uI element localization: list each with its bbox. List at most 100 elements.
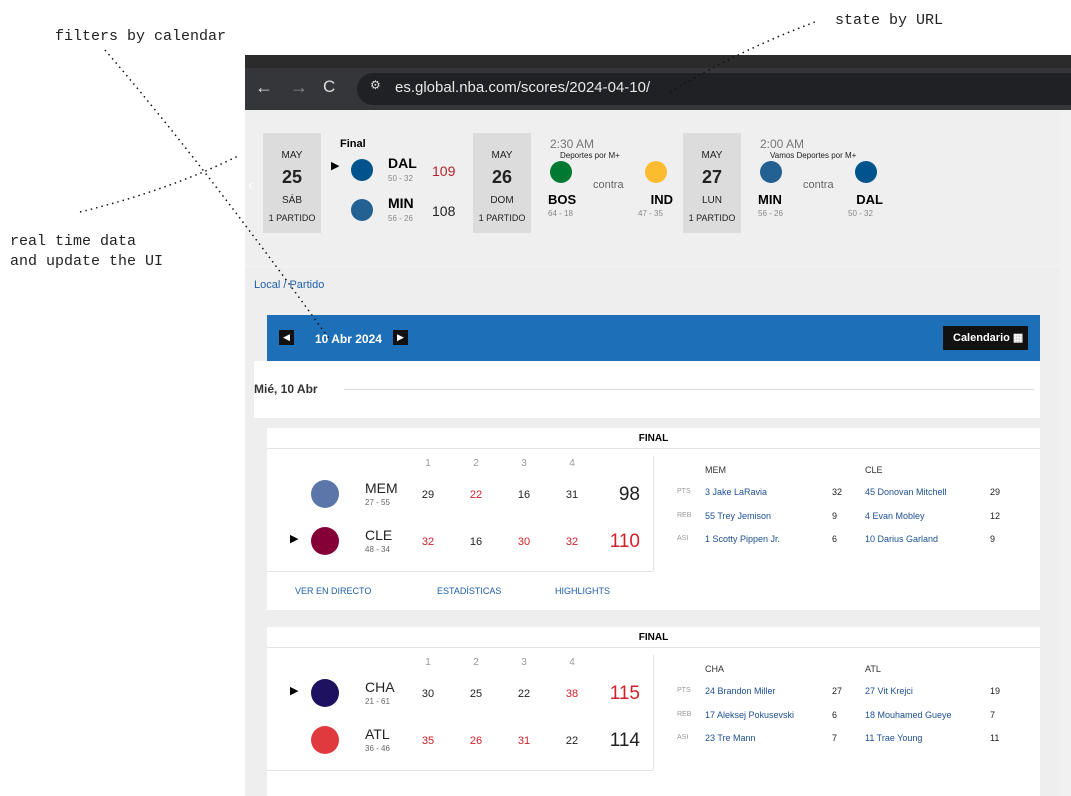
team-logo: [311, 726, 339, 754]
total-score: 115: [609, 683, 640, 704]
date-weekday: DOM: [490, 195, 514, 206]
game-status: FINAL: [638, 632, 669, 643]
date-card[interactable]: [263, 133, 321, 233]
quarter-header: 4: [569, 458, 575, 469]
leader-value: 7: [990, 709, 996, 720]
team-abbr: CLE: [365, 527, 393, 543]
team-abbr: ATL: [365, 726, 390, 742]
total-score: 98: [618, 484, 640, 505]
calendar-label[interactable]: Calendario: [953, 332, 1010, 344]
leader-player[interactable]: 45 Donovan Mitchell: [865, 487, 947, 497]
leader-value: 11: [990, 733, 1000, 743]
date-month: MAY: [281, 150, 303, 161]
divider: [653, 456, 654, 571]
prev-day[interactable]: ◀: [279, 330, 294, 345]
leader-value: 32: [832, 487, 843, 497]
leader-player[interactable]: 11 Trae Young: [865, 733, 923, 743]
leader-value: 12: [990, 510, 1001, 521]
strip-prev[interactable]: ‹: [248, 177, 254, 194]
leader-player[interactable]: 24 Brandon Miller: [705, 686, 776, 696]
back-button[interactable]: ←: [255, 77, 273, 97]
team-record: 50 - 32: [388, 174, 413, 183]
leader-value: 27: [832, 686, 843, 696]
team-record: 56 - 26: [388, 214, 413, 223]
current-date: 10 Abr 2024: [315, 332, 382, 346]
team-abbr: DAL: [856, 192, 883, 207]
stat-label: REB: [677, 710, 692, 718]
period-score: 26: [469, 735, 483, 747]
divider: [653, 655, 654, 770]
team-logo: [645, 161, 667, 183]
leader-player[interactable]: 27 Vit Krejci: [865, 686, 913, 696]
reload-button[interactable]: C: [323, 77, 336, 96]
team-logo: [311, 679, 339, 707]
tab-strip: [245, 55, 1071, 68]
annotation-arrow: [104, 49, 331, 341]
team-record: 64 - 18: [548, 209, 573, 218]
divider: [344, 389, 1034, 390]
period-score: 29: [421, 489, 435, 501]
date-card[interactable]: [473, 133, 531, 233]
url[interactable]: es.global.nba.com/scores/2024-04-10/: [395, 79, 651, 96]
game-link[interactable]: VER EN DIRECTO: [295, 586, 372, 596]
leader-player[interactable]: 17 Aleksej Pokusevski: [705, 709, 795, 720]
annotation: and update the UI: [10, 253, 164, 270]
team-logo: [351, 199, 373, 221]
breadcrumb[interactable]: Local / Partido: [254, 279, 325, 291]
leader-value: 19: [990, 686, 1001, 696]
team-logo: [351, 159, 373, 181]
period-score: 30: [421, 688, 435, 700]
leader-player[interactable]: 23 Tre Mann: [705, 733, 756, 743]
leader-player[interactable]: 1 Scotty Pippen Jr.: [705, 534, 781, 544]
leader-value: 29: [990, 487, 1001, 497]
leader-player[interactable]: 55 Trey Jemison: [705, 510, 772, 521]
site-info-icon[interactable]: ⚙: [370, 78, 381, 92]
quarter-header: 3: [521, 458, 527, 469]
leader-player[interactable]: 10 Darius Garland: [865, 534, 939, 544]
period-score: 31: [517, 735, 531, 747]
schedule-strip: [245, 110, 1060, 265]
period-score: 30: [517, 536, 531, 548]
quarter-header: 3: [521, 657, 527, 668]
team-abbr: CHA: [365, 679, 395, 695]
stat-label: ASI: [677, 535, 689, 542]
stat-label: REB: [677, 511, 692, 519]
team-record: 21 - 61: [365, 697, 390, 706]
leader-player[interactable]: 4 Evan Mobley: [865, 510, 925, 521]
leader-value: 9: [990, 534, 996, 544]
game-link[interactable]: HIGHLIGHTS: [555, 586, 611, 596]
calendar-button[interactable]: Calendario ▦: [943, 326, 1028, 350]
leader-player[interactable]: 18 Mouhamed Gueye: [865, 709, 952, 720]
stat-label: PTS: [677, 488, 691, 495]
leader-team: CLE: [865, 465, 883, 475]
team-logo: [760, 161, 782, 183]
team-abbr: MIN: [388, 195, 414, 211]
leader-player[interactable]: 3 Jake LaRavia: [705, 487, 768, 497]
team-abbr: MEM: [365, 480, 398, 496]
date-day: 25: [281, 167, 303, 187]
quarter-header: 1: [425, 458, 431, 469]
quarter-header: 1: [425, 657, 431, 668]
next-day[interactable]: ▶: [393, 330, 408, 345]
address-bar[interactable]: [357, 73, 1071, 105]
team-abbr: BOS: [548, 192, 577, 207]
toolbar: ← → C ⚙ es.global.nba.com/scores/2024-04…: [245, 68, 1071, 110]
period-score: 38: [565, 688, 579, 700]
team-record: 56 - 26: [758, 209, 783, 218]
team-abbr: DAL: [388, 155, 417, 171]
game-link[interactable]: ESTADÍSTICAS: [437, 586, 502, 596]
leader-team: CHA: [705, 664, 725, 674]
annotation-arrow: [79, 154, 241, 213]
period-score: 32: [565, 536, 579, 548]
total-score: 110: [609, 531, 640, 552]
date-card[interactable]: [683, 133, 741, 233]
period-score: 32: [421, 536, 435, 548]
period-score: 25: [469, 688, 483, 700]
date-month: MAY: [701, 150, 723, 161]
team-logo: [550, 161, 572, 183]
forward-button[interactable]: →: [290, 77, 308, 97]
team-abbr: MIN: [758, 192, 782, 207]
annotation: filters by calendar: [55, 28, 227, 45]
